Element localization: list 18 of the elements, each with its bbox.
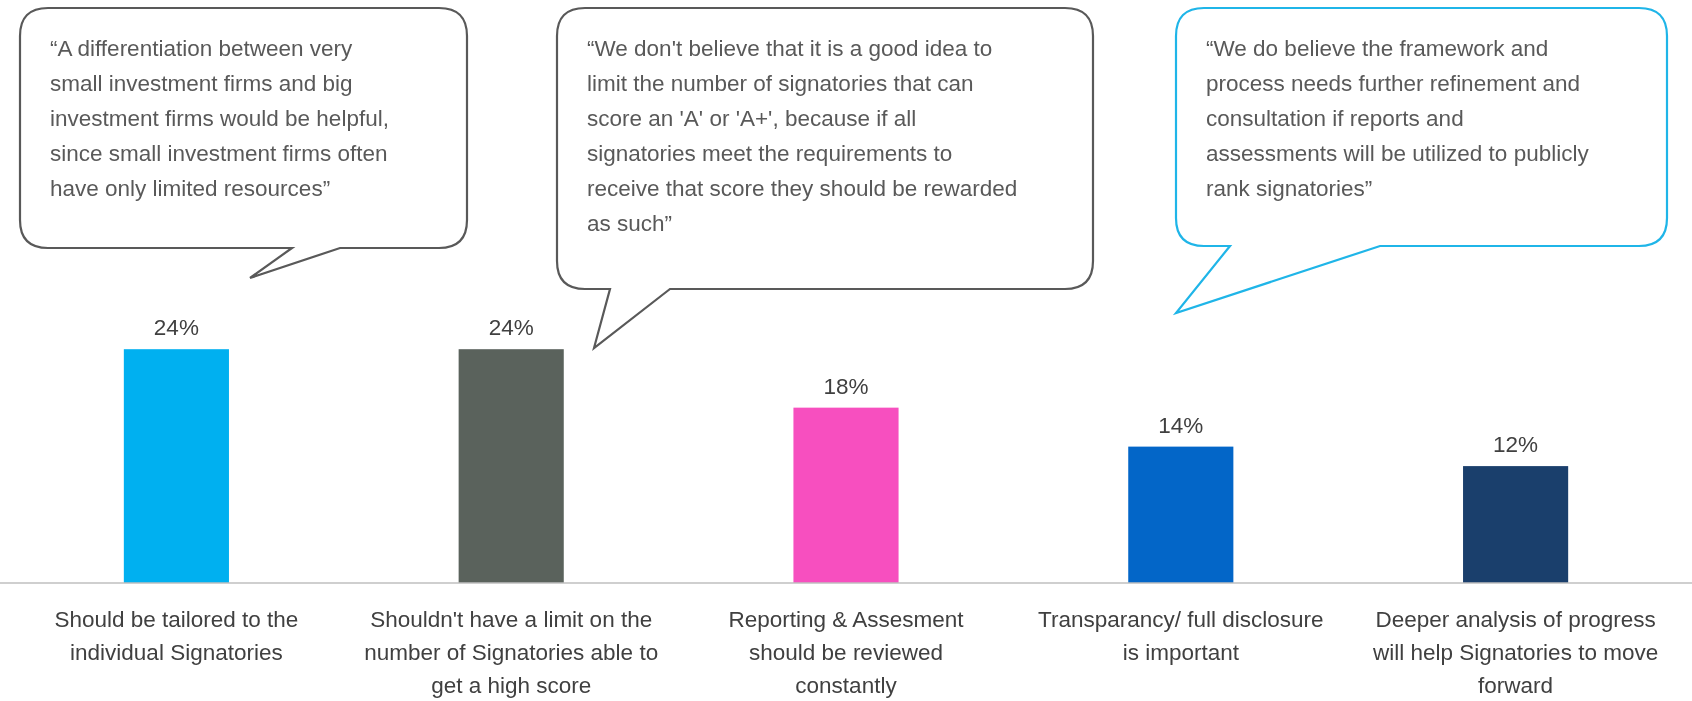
data-label: 12% (1493, 432, 1539, 458)
bar (123, 349, 229, 583)
data-label: 14% (1158, 412, 1204, 438)
text: “We don't believe that it is a good idea to limit the number of signatories that can score an 'A' or 'A+', because if all signatories meet the requirements to receive that score they should be rewarded as such” (587, 36, 1018, 236)
bar (1128, 446, 1234, 583)
bar (793, 407, 899, 583)
x-tick-label: Shouldn't have a limit on the number of Signatories able to get a high score (364, 607, 659, 698)
text: “A differentiation between very small investment firms and big investment firms would be helpful, since small investment firms often have only limited resources” (50, 36, 389, 201)
x-tick-label: Transparancy/ full disclosure is important (1038, 607, 1324, 665)
x-tick-label: Should be tailored to the individual Signatories (54, 607, 299, 665)
text: “We do believe the framework and process needs further refinement and consultation if reports and assessments will be utilized to publicly rank signatories” (1206, 36, 1590, 201)
x-tick-label: Reporting & Assesment should be reviewed constantly (728, 607, 965, 698)
data-label: 24% (153, 315, 199, 341)
bar (1463, 466, 1569, 583)
data-label: 18% (823, 373, 869, 399)
bar (458, 349, 564, 583)
data-label: 24% (488, 315, 534, 341)
x-tick-label: Deeper analysis of progress will help Signatories to move forward (1372, 607, 1659, 698)
